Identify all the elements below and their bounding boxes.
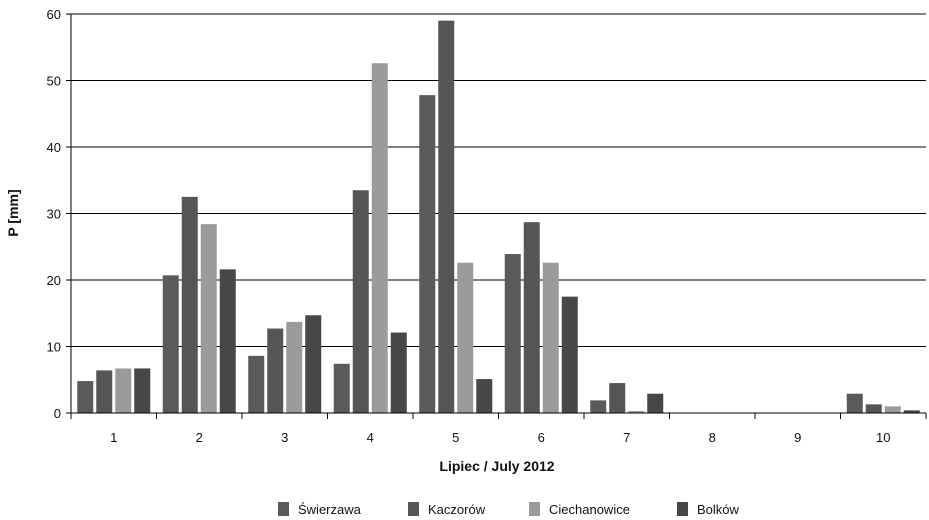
y-tick-labels: 0 10 20 30 40 50 60 xyxy=(47,7,61,421)
bar xyxy=(219,269,236,413)
x-tick-labels: 1 2 3 4 5 6 7 8 9 10 xyxy=(110,430,890,445)
bar xyxy=(77,381,94,413)
bar xyxy=(903,410,920,413)
y-axis-title: P [mm] xyxy=(5,189,21,236)
bar xyxy=(96,370,113,413)
bar xyxy=(590,400,607,413)
bar xyxy=(248,355,265,413)
y-tick-label: 50 xyxy=(47,74,61,89)
bar xyxy=(200,224,217,413)
bar xyxy=(267,328,284,413)
legend-label: Bolków xyxy=(697,502,740,517)
bar xyxy=(352,190,369,413)
x-tick-label: 4 xyxy=(367,430,374,445)
bars xyxy=(77,20,920,414)
legend-swatch xyxy=(278,502,289,516)
legend-swatch xyxy=(529,502,540,516)
y-tick-label: 10 xyxy=(47,340,61,355)
x-tick-label: 3 xyxy=(281,430,288,445)
bar xyxy=(286,321,303,413)
bar xyxy=(390,332,407,413)
legend-swatch xyxy=(408,502,419,516)
bar xyxy=(542,262,559,413)
bar xyxy=(609,383,626,413)
bar xyxy=(647,393,664,413)
bar xyxy=(181,196,198,413)
x-tick-label: 7 xyxy=(623,430,630,445)
legend-label: Kaczorów xyxy=(428,502,486,517)
bar xyxy=(504,254,521,413)
legend-label: Ciechanowice xyxy=(549,502,630,517)
y-tick-label: 20 xyxy=(47,273,61,288)
bar xyxy=(134,368,151,413)
bar xyxy=(457,262,474,413)
bar xyxy=(438,20,455,414)
bar xyxy=(305,315,322,413)
y-tick-label: 0 xyxy=(54,406,61,421)
x-tick-label: 2 xyxy=(196,430,203,445)
bar xyxy=(561,296,578,413)
x-tick-label: 10 xyxy=(876,430,890,445)
bar xyxy=(846,393,863,413)
bar xyxy=(523,222,540,413)
bar xyxy=(419,95,436,413)
y-tick-label: 60 xyxy=(47,7,61,22)
bar xyxy=(476,379,493,413)
axes xyxy=(70,14,927,419)
x-tick-label: 8 xyxy=(709,430,716,445)
bar xyxy=(884,406,901,413)
x-tick-label: 6 xyxy=(538,430,545,445)
x-tick-label: 5 xyxy=(452,430,459,445)
x-tick-label: 1 xyxy=(110,430,117,445)
x-tick-label: 9 xyxy=(794,430,801,445)
legend-swatch xyxy=(677,502,688,516)
bar xyxy=(333,363,350,413)
bar xyxy=(162,275,179,413)
legend-label: Świerzawa xyxy=(298,502,362,517)
legend: Świerzawa Kaczorów Ciechanowice Bolków xyxy=(278,502,740,517)
bar xyxy=(865,404,882,413)
bar xyxy=(115,368,132,413)
x-axis-title: Lipiec / July 2012 xyxy=(439,458,554,474)
bar xyxy=(628,411,645,413)
y-tick-label: 30 xyxy=(47,207,61,222)
y-tick-label: 40 xyxy=(47,140,61,155)
bar xyxy=(371,63,388,414)
